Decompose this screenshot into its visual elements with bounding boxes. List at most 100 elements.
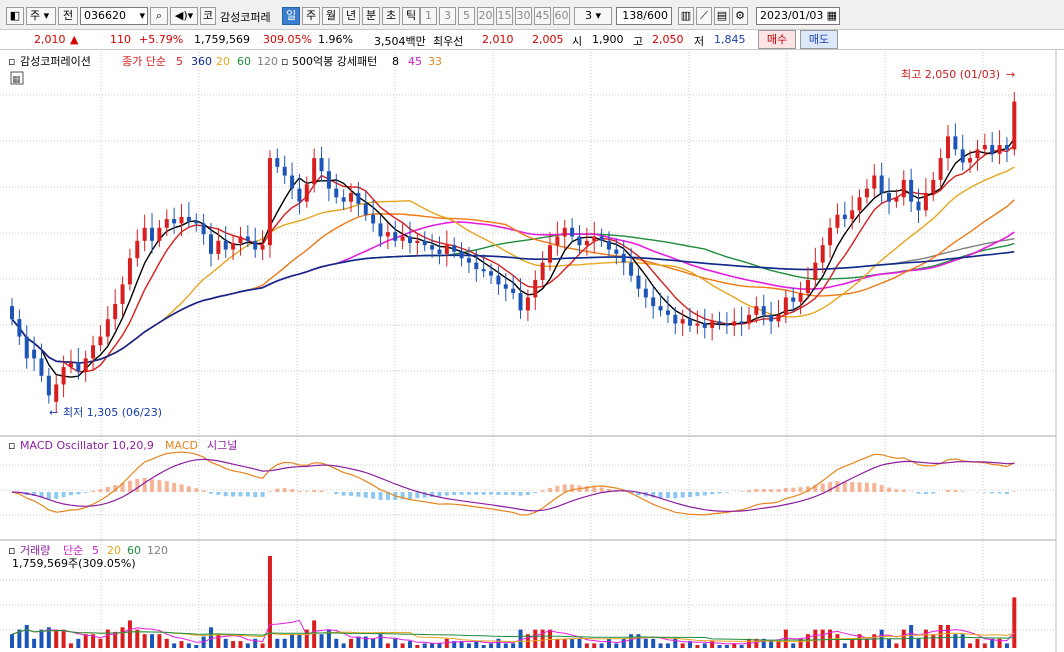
legend-macd-osc: MACD Oscillator 10,20,9 <box>20 439 154 452</box>
candle-body <box>54 384 59 402</box>
oscillator-bar <box>879 484 884 492</box>
date-field[interactable]: 2023/01/03 ▦ <box>756 7 840 25</box>
buy-button[interactable]: 매수 <box>758 30 796 49</box>
period-tab[interactable]: 주 <box>302 7 320 25</box>
candle-body <box>761 306 766 315</box>
period-tab[interactable]: 초 <box>382 7 400 25</box>
oscillator-bar <box>356 492 361 497</box>
oscillator-bar <box>415 492 420 499</box>
grid-toggle-icon[interactable] <box>10 71 24 85</box>
search-icon[interactable]: ⌕ <box>150 7 168 25</box>
chevron-down-icon: ▾ <box>43 9 50 22</box>
candle-body <box>39 358 44 376</box>
interval-button[interactable]: 1 <box>420 7 437 25</box>
candle-body <box>798 293 803 302</box>
save-icon[interactable]: ▤ <box>714 7 730 25</box>
legend-vol-ma-120: 120 <box>147 544 168 557</box>
volume-bar <box>1012 597 1017 648</box>
best-bid: 2,005 <box>532 33 564 46</box>
volume-bar <box>665 643 670 648</box>
candle-body <box>267 158 272 246</box>
prev-button[interactable]: 전 <box>58 7 78 25</box>
oscillator-bar <box>747 490 751 492</box>
stock-code-input[interactable]: 036620 ▾ <box>80 7 148 25</box>
oscillator-bar <box>238 492 243 497</box>
candle-body <box>297 188 302 202</box>
volume-bar <box>864 638 869 648</box>
candle-body <box>606 240 611 250</box>
candle-body <box>909 179 914 202</box>
volume-bar <box>997 638 1002 648</box>
period-tab[interactable]: 월 <box>322 7 340 25</box>
count-field[interactable]: 138/600 <box>616 7 672 25</box>
volume-bar <box>208 627 213 648</box>
gear-icon[interactable]: ⚙ <box>732 7 748 25</box>
up-arrow-icon: ▲ <box>70 33 79 46</box>
count-total: /600 <box>643 9 668 22</box>
period-tab[interactable]: 틱 <box>402 7 420 25</box>
low-annotation: 최저 1,305 (06/23) <box>63 406 162 419</box>
kor-button[interactable]: 코 <box>200 7 216 25</box>
moving-averages <box>11 138 1015 378</box>
candle-body <box>46 375 51 396</box>
volume-bar <box>842 643 847 648</box>
chart-settings-icon[interactable]: ◧ <box>6 7 24 25</box>
volume-bar <box>614 643 619 648</box>
oscillator-bar <box>304 491 309 492</box>
oscillator-bar <box>216 492 221 495</box>
oscillator-bar <box>887 487 892 492</box>
market-select[interactable]: 주 ▾ <box>26 7 56 25</box>
volume-bar <box>953 634 958 648</box>
candle-body <box>127 258 132 285</box>
legend-pattern-33: 33 <box>428 55 442 68</box>
volume-bar <box>769 641 774 648</box>
interval-button[interactable]: 3 <box>439 7 456 25</box>
legend-pattern: 500억봉 강세패턴 <box>292 55 377 68</box>
oscillator-bar <box>606 488 611 492</box>
volume-bar <box>135 629 140 648</box>
volume-bar <box>407 641 412 648</box>
candle-body <box>872 175 877 189</box>
sell-button[interactable]: 매도 <box>800 30 838 49</box>
volume-bar <box>186 643 191 648</box>
interval-button[interactable]: 5 <box>458 7 475 25</box>
interval-button[interactable]: 15 <box>496 7 513 25</box>
stock-chart[interactable]: ▫ 감성코퍼레이션 종가 단순 5 360 20 60 120 ▫ 500억봉 … <box>0 50 1064 652</box>
candle-type-icon[interactable]: ▥ <box>678 7 694 25</box>
candle-body <box>1012 101 1017 150</box>
interval-button[interactable]: 60 <box>553 7 570 25</box>
volume-bar <box>290 634 295 648</box>
volume-bar <box>739 645 744 648</box>
oscillator-bar <box>267 491 272 492</box>
oscillator-bar <box>555 485 560 492</box>
interval-button[interactable]: 20 <box>477 7 494 25</box>
legend-ma-60: 60 <box>237 55 251 68</box>
candle-body <box>437 249 442 254</box>
line-type-icon[interactable]: ⟋ <box>696 7 712 25</box>
candle-body <box>378 223 383 237</box>
volume-bar <box>945 625 950 648</box>
period-tab[interactable]: 일 <box>282 7 300 25</box>
count-value: 138 <box>622 9 644 22</box>
candle-body <box>393 232 398 241</box>
interval-select[interactable]: 3 ▾ <box>574 7 612 25</box>
candle-body <box>791 297 796 302</box>
oscillator-bar <box>960 491 965 492</box>
candle-body <box>17 319 22 337</box>
volume-bar <box>680 643 685 648</box>
interval-button[interactable]: 45 <box>534 7 551 25</box>
candle-body <box>150 227 155 241</box>
oscillator-bar <box>363 492 368 498</box>
volume-bar <box>599 643 604 648</box>
sound-icon[interactable]: ◀)▾ <box>170 7 198 25</box>
volume-bar <box>32 638 37 648</box>
period-tab[interactable]: 분 <box>362 7 380 25</box>
candle-body <box>820 245 825 263</box>
interval-button[interactable]: 30 <box>515 7 532 25</box>
candle-body <box>916 201 921 211</box>
period-tab[interactable]: 년 <box>342 7 360 25</box>
volume-bar <box>385 643 390 648</box>
candle-body <box>319 158 324 172</box>
oscillator-bar <box>430 492 435 498</box>
oscillator-bar <box>489 492 494 495</box>
